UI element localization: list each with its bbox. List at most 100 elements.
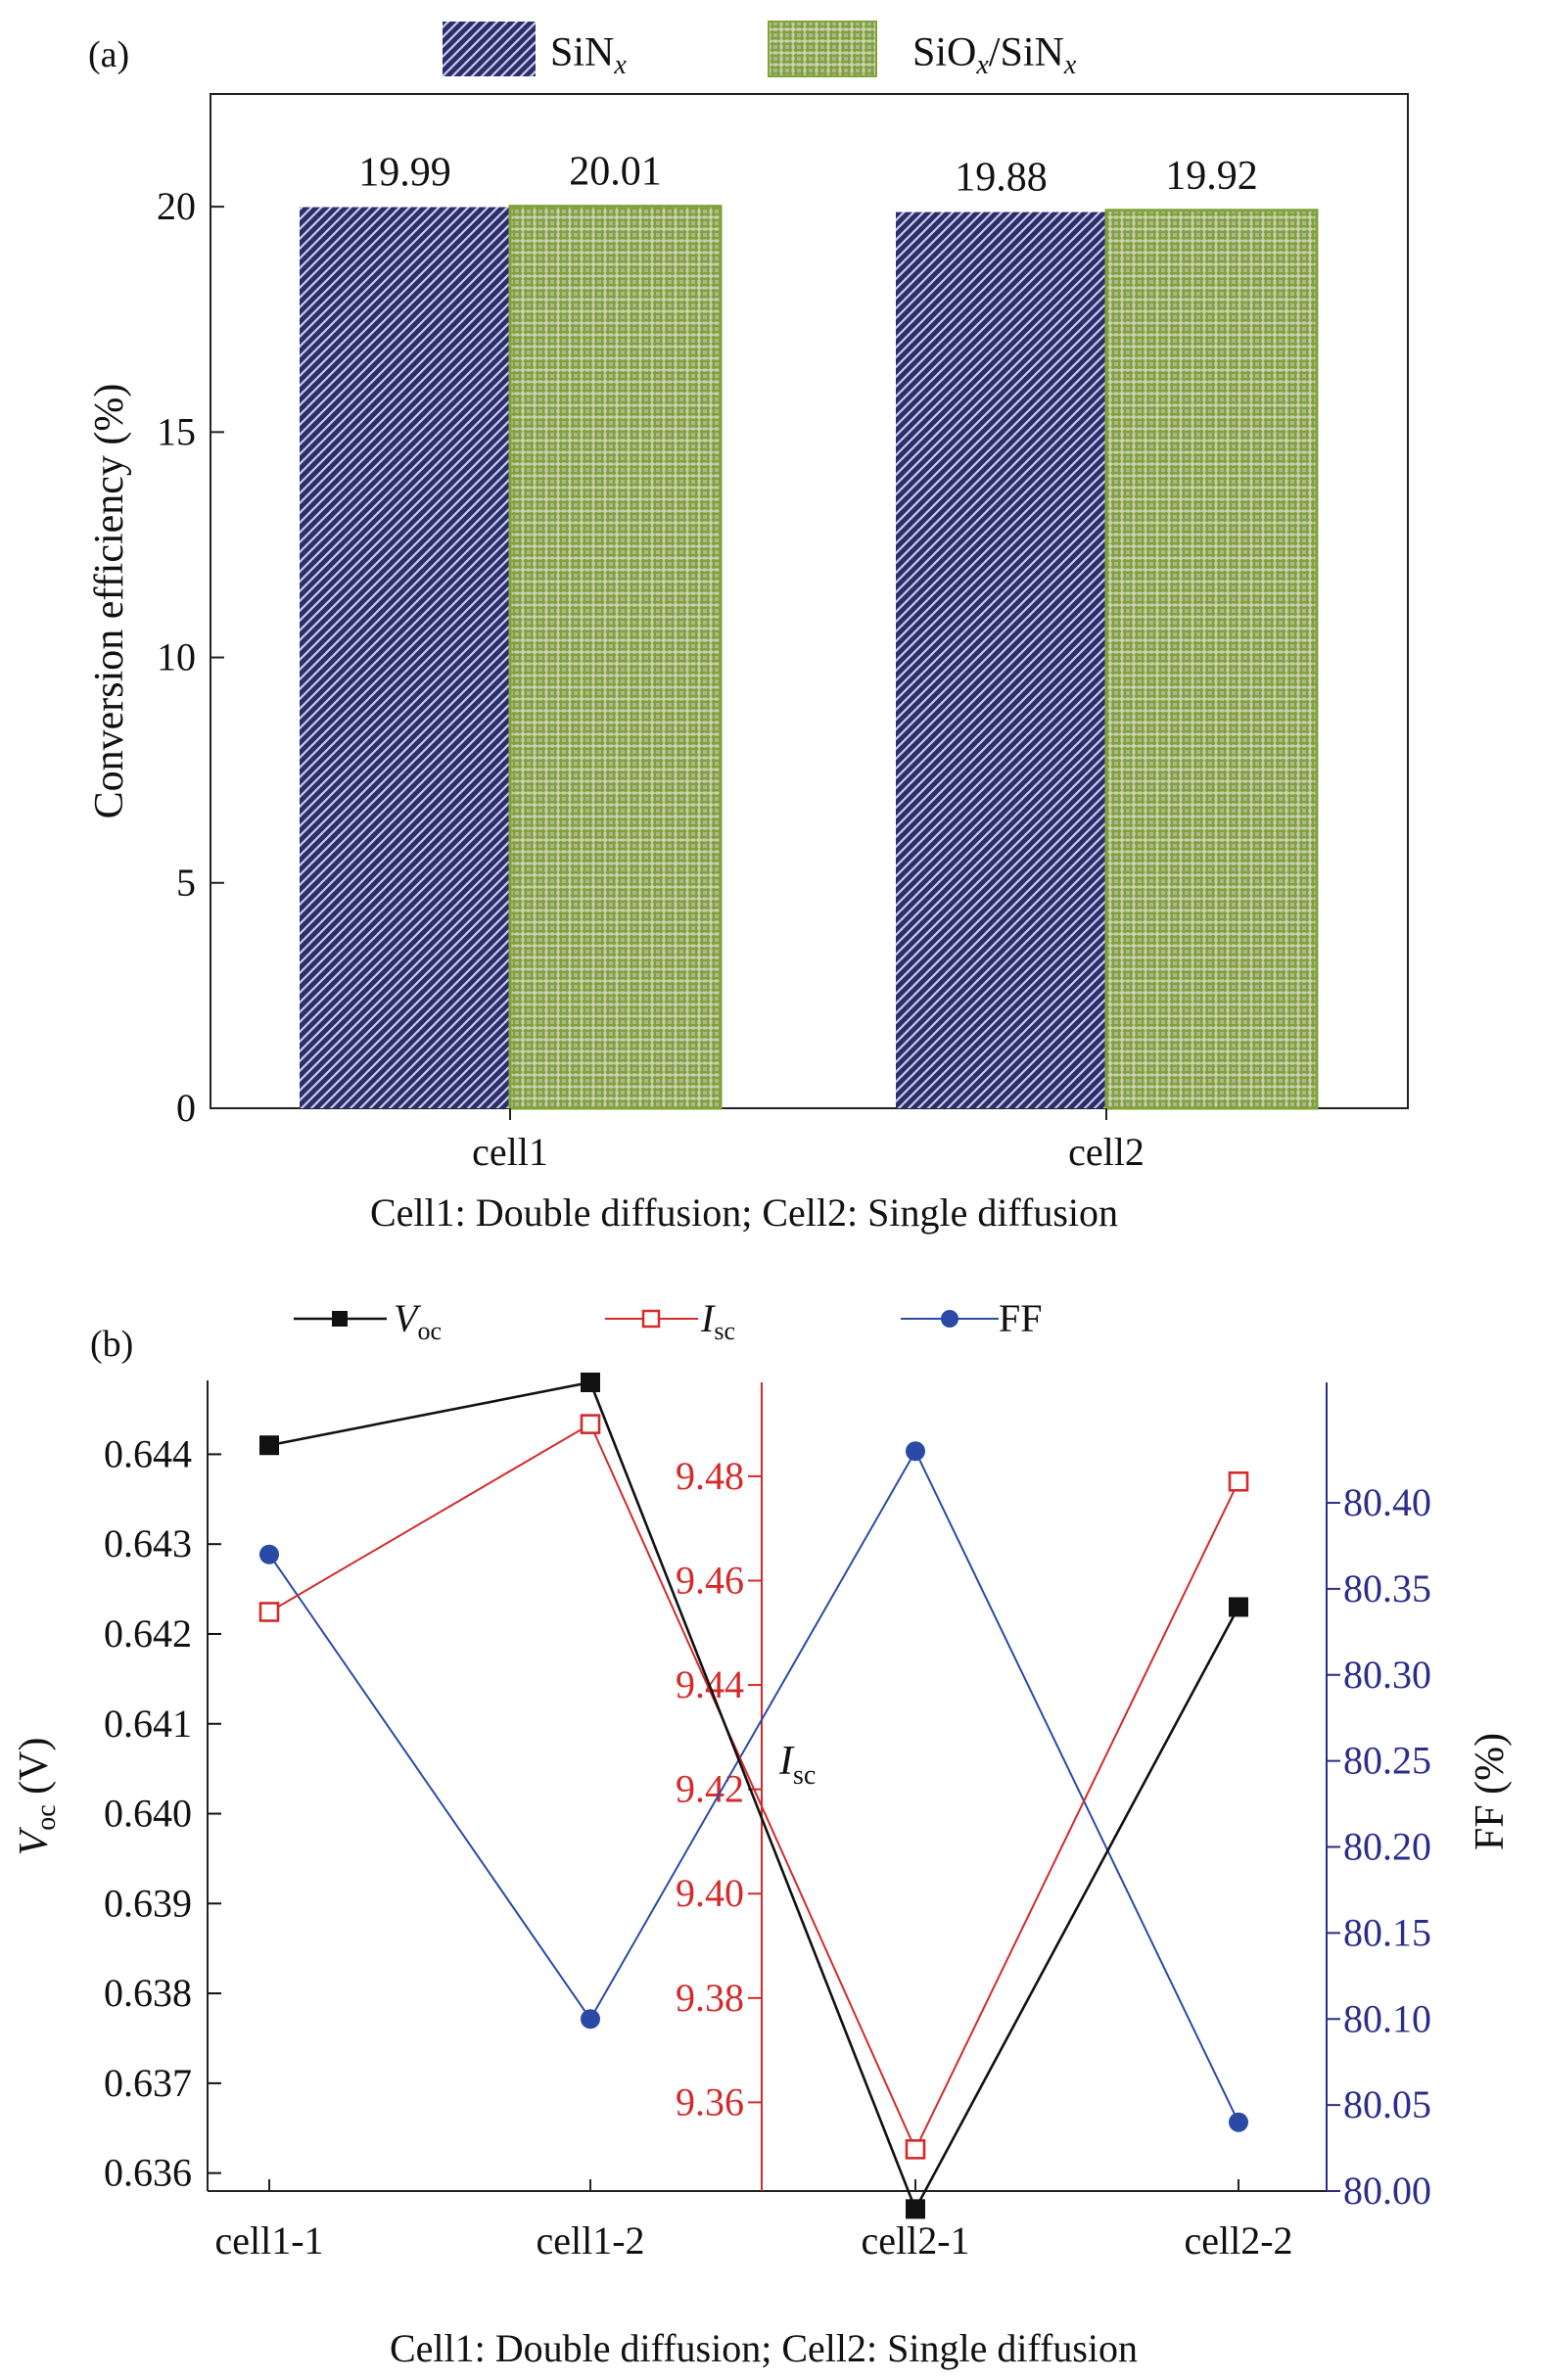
panel-a: (a) 0 5 10 15 20 Conversion efficiency (%) 1…	[87, 21, 1409, 1235]
x-tick-label-cell2: cell2	[1068, 1130, 1145, 1174]
panel-a-label: (a)	[88, 34, 129, 75]
legend-label-sio-sub: x	[975, 50, 989, 80]
y-middle-label-main: I	[778, 1739, 795, 1784]
legend-label-sin: SiNx	[550, 30, 627, 80]
y-middle-tick-label-6: 9.48	[676, 1454, 744, 1498]
panel-a-legend: SiNx SiOx/SiNx	[443, 21, 1077, 80]
legend-label-voc: Voc	[394, 1296, 442, 1345]
y-right-tick-label-2: 80.10	[1343, 1996, 1431, 2040]
panel-a-y-axis-label: Conversion efficiency (%)	[87, 384, 132, 819]
y-right-tick-label-3: 80.15	[1343, 1910, 1431, 1954]
bar-cell1-series-1	[508, 205, 723, 1110]
bar-cell2-series-0	[896, 211, 1106, 1108]
point-voc-cell1-2	[581, 1373, 600, 1392]
panel-b-y-right-label: FF (%)	[1468, 1733, 1513, 1850]
legend-label-sin-main: SiN	[550, 30, 614, 75]
bar-data-label-cell2-series-0: 19.88	[955, 156, 1048, 201]
y-left-tick-label-8: 0.644	[104, 1431, 192, 1475]
point-voc-cell1-1	[259, 1435, 279, 1456]
y-middle-tick-label-1: 9.38	[676, 1976, 744, 2020]
panel-b-y-left-axis: 0.636 0.637 0.638 0.639 0.640 0.641 0.642 0.643…	[104, 1431, 221, 2195]
x-tick-label-cell2-2: cell2-2	[1184, 2218, 1292, 2263]
y-left-tick-label-1: 0.637	[104, 2061, 192, 2105]
point-ff-cell1-1	[259, 1544, 279, 1564]
legend-label-sio-sub2: x	[1063, 50, 1077, 80]
legend-item-voc: Voc	[294, 1296, 442, 1345]
y-right-tick-label-4: 80.20	[1343, 1825, 1431, 1869]
legend-marker-isc	[641, 1309, 661, 1329]
y-right-tick-label-5: 80.25	[1343, 1739, 1431, 1783]
x-tick-label-cell1-2: cell1-2	[536, 2218, 644, 2263]
point-isc-cell1-1	[258, 1602, 280, 1622]
y-left-tick-label-2: 0.638	[104, 1971, 192, 2015]
y-left-label-sub: oc	[31, 1804, 62, 1830]
panel-a-y-axis: 0 5 10 15 20	[157, 184, 224, 1130]
legend-marker-ff	[941, 1310, 958, 1328]
bar-data-label-cell2-series-1: 19.92	[1165, 154, 1258, 199]
legend-label-isc: Isc	[700, 1296, 735, 1345]
bar-cell1-series-0	[300, 207, 510, 1109]
point-ff-cell2-2	[1229, 2112, 1248, 2132]
bar-data-label-cell1-series-0: 19.99	[358, 151, 451, 196]
y-left-label-unit: (V)	[12, 1738, 57, 1805]
y-left-label-main: V	[12, 1826, 57, 1855]
x-tick-label-cell1-1: cell1-1	[214, 2218, 323, 2263]
legend-label-sio-mid: /SiN	[989, 30, 1064, 75]
panel-b-series	[258, 1373, 1249, 2219]
panel-b-y-middle-axis: 9.369.389.409.429.449.469.48	[676, 1454, 762, 2123]
legend-label-sin-sub: x	[613, 50, 627, 80]
y-right-tick-label-1: 80.05	[1343, 2082, 1431, 2126]
bar-cell2-series-1	[1104, 209, 1319, 1110]
legend-voc-main: V	[394, 1296, 422, 1340]
panel-b-y-left-label: Voc (V)	[12, 1738, 62, 1856]
panel-a-plot-frame	[210, 93, 1409, 1109]
point-isc-cell2-1	[905, 2139, 926, 2160]
legend-isc-sub: sc	[714, 1317, 735, 1345]
x-tick-label-cell1: cell1	[472, 1130, 548, 1174]
y-tick-label-4: 20	[157, 184, 196, 228]
y-left-tick-label-4: 0.640	[104, 1792, 192, 1836]
panel-b-x-axis: cell1-1 cell1-2 cell2-1 cell2-2	[214, 2179, 1293, 2263]
point-voc-cell2-1	[906, 2199, 925, 2219]
panel-b-y-middle-label: Isc	[778, 1739, 816, 1791]
x-tick-label-cell2-1: cell2-1	[861, 2218, 969, 2263]
y-right-tick-label-8: 80.40	[1343, 1480, 1431, 1524]
panel-b-legend: Voc Isc FF	[294, 1296, 1043, 1345]
y-left-tick-label-5: 0.641	[104, 1702, 192, 1746]
legend-swatch-sio-sin	[768, 21, 877, 77]
point-ff-cell2-1	[906, 1441, 925, 1462]
series-line-voc	[268, 1380, 1240, 2213]
y-tick-label-1: 5	[176, 861, 196, 905]
y-tick-label-3: 15	[157, 409, 196, 453]
panel-b-y-right-axis: 80.00 80.05 80.10 80.15 80.20 80.25 80.30 80.35…	[1327, 1480, 1431, 2213]
y-left-tick-label-0: 0.636	[104, 2151, 192, 2195]
point-voc-cell2-2	[1229, 1597, 1248, 1617]
series-line-isc	[268, 1423, 1239, 2152]
y-tick-label-2: 10	[157, 635, 196, 679]
legend-item-isc: Isc	[605, 1296, 735, 1345]
legend-isc-main: I	[700, 1296, 716, 1340]
y-middle-label-sub: sc	[793, 1760, 816, 1791]
y-right-tick-label-6: 80.30	[1343, 1653, 1431, 1697]
legend-marker-voc	[332, 1311, 348, 1327]
panel-b-label: (b)	[90, 1324, 133, 1365]
legend-label-sio-main: SiO	[912, 30, 976, 75]
legend-swatch-sin	[443, 22, 536, 76]
panel-b-x-axis-caption: Cell1: Double diffusion; Cell2: Single d…	[390, 2326, 1138, 2370]
y-right-tick-label-7: 80.35	[1343, 1566, 1431, 1610]
y-right-tick-label-0: 80.00	[1343, 2169, 1431, 2213]
y-tick-label-0: 0	[176, 1086, 196, 1130]
panel-a-x-axis-caption: Cell1: Double diffusion; Cell2: Single d…	[370, 1190, 1118, 1235]
panel-b: (b) 0.6360.6370.6380.6390.6400.6410.6420…	[12, 1296, 1513, 2370]
legend-label-sio-sin: SiOx/SiNx	[912, 30, 1077, 80]
y-middle-tick-label-0: 9.36	[676, 2079, 744, 2123]
y-middle-tick-label-5: 9.46	[676, 1559, 744, 1603]
y-left-tick-label-3: 0.639	[104, 1881, 192, 1925]
bar-data-label-cell1-series-1: 20.01	[569, 150, 662, 195]
series-line-ff	[268, 1449, 1239, 2123]
y-middle-tick-label-3: 9.42	[676, 1767, 744, 1811]
legend-item-ff: FF	[901, 1296, 1043, 1340]
legend-voc-sub: oc	[417, 1317, 442, 1345]
y-middle-tick-label-2: 9.40	[676, 1871, 744, 1915]
